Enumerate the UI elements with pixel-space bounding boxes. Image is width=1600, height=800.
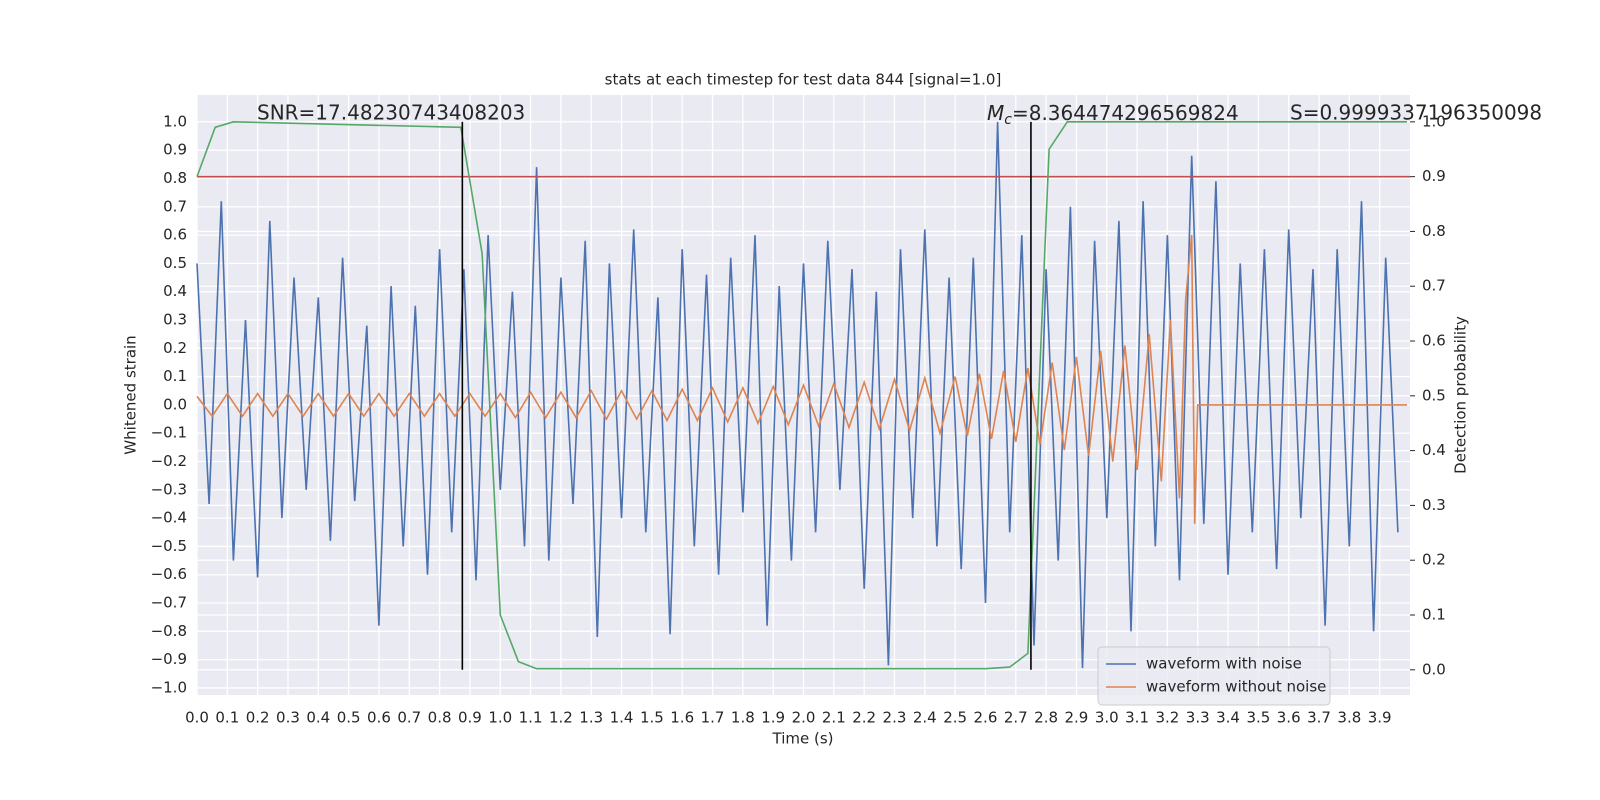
y2-tick-label: 0.8 bbox=[1422, 222, 1446, 240]
y-tick-label: 0.6 bbox=[163, 226, 187, 244]
x-tick-label: 2.0 bbox=[792, 709, 816, 727]
x-tick-label: 1.4 bbox=[610, 709, 634, 727]
y2-tick-label: 0.6 bbox=[1422, 332, 1446, 350]
x-tick-label: 1.9 bbox=[761, 709, 785, 727]
x-tick-label: 0.9 bbox=[458, 709, 482, 727]
x-tick-label: 3.1 bbox=[1125, 709, 1149, 727]
x-axis-label: Time (s) bbox=[772, 730, 834, 748]
x-tick-label: 3.7 bbox=[1307, 709, 1331, 727]
y-tick-label: 0.2 bbox=[163, 339, 187, 357]
y-tick-label: −1.0 bbox=[151, 678, 187, 696]
x-tick-label: 0.2 bbox=[246, 709, 270, 727]
y-tick-label: −0.9 bbox=[151, 650, 187, 668]
x-tick-label: 2.7 bbox=[1004, 709, 1028, 727]
series-line bbox=[196, 121, 1399, 669]
y2-tick-label: 0.4 bbox=[1422, 441, 1446, 459]
x-tick-label: 2.1 bbox=[822, 709, 846, 727]
mc-annotation: Mc=8.364474296569824 bbox=[987, 101, 1239, 129]
x-tick-label: 1.8 bbox=[731, 709, 755, 727]
y2-tick-label: 0.0 bbox=[1422, 660, 1446, 678]
y-tick-label: −0.3 bbox=[151, 480, 187, 498]
x-tick-label: 1.7 bbox=[701, 709, 725, 727]
x-tick-label: 1.2 bbox=[549, 709, 573, 727]
y2-tick-label: 0.2 bbox=[1422, 551, 1446, 569]
x-tick-label: 3.9 bbox=[1368, 709, 1392, 727]
x-tick-label: 1.6 bbox=[670, 709, 694, 727]
y2-axis-label: Detection probability bbox=[1452, 316, 1470, 474]
y-tick-label: 0.9 bbox=[163, 141, 187, 159]
s-annotation: S=0.9999337196350098 bbox=[1290, 101, 1542, 125]
y-tick-label: −0.2 bbox=[151, 452, 187, 470]
x-tick-label: 0.0 bbox=[185, 709, 209, 727]
x-tick-label: 3.8 bbox=[1337, 709, 1361, 727]
series-line bbox=[196, 235, 1407, 524]
x-tick-label: 2.3 bbox=[883, 709, 907, 727]
y-tick-label: 0.8 bbox=[163, 169, 187, 187]
y-tick-label: −0.4 bbox=[151, 509, 187, 527]
y2-tick-label: 0.9 bbox=[1422, 167, 1446, 185]
x-tick-label: 2.8 bbox=[1034, 709, 1058, 727]
labels: 0.0 0.1 0.2 0.3 0.4 0.5 0.6 0.7 0.8 0.9 1.0 1.1 1.2 1… bbox=[151, 112, 1446, 726]
x-tick-label: 2.4 bbox=[913, 709, 937, 727]
snr-annotation: SNR=17.48230743408203 bbox=[257, 101, 525, 125]
x-tick-label: 3.5 bbox=[1246, 709, 1270, 727]
y-tick-label: −0.8 bbox=[151, 622, 187, 640]
x-tick-label: 0.8 bbox=[428, 709, 452, 727]
y-axis-label: Whitened strain bbox=[122, 335, 140, 454]
x-tick-label: 3.2 bbox=[1155, 709, 1179, 727]
chart-title: stats at each timestep for test data 844… bbox=[605, 71, 1002, 89]
x-tick-label: 0.4 bbox=[306, 709, 330, 727]
x-tick-label: 0.3 bbox=[276, 709, 300, 727]
marks bbox=[196, 120, 1410, 670]
y-tick-label: 0.0 bbox=[163, 395, 187, 413]
y-tick-label: 0.1 bbox=[163, 367, 187, 385]
detection-line bbox=[196, 120, 1407, 670]
mc-symbol: M bbox=[987, 101, 1004, 125]
x-tick-label: 0.7 bbox=[397, 709, 421, 727]
x-tick-label: 1.1 bbox=[519, 709, 543, 727]
x-tick-label: 2.9 bbox=[1064, 709, 1088, 727]
mc-value: =8.364474296569824 bbox=[1012, 101, 1239, 125]
mc-subscript: c bbox=[1004, 112, 1012, 128]
y-tick-label: −0.7 bbox=[151, 594, 187, 612]
legend-label: waveform with noise bbox=[1146, 655, 1302, 673]
legend: waveform with noise waveform without nois… bbox=[1097, 646, 1331, 706]
y2-tick-label: 0.1 bbox=[1422, 606, 1446, 624]
x-tick-label: 1.5 bbox=[640, 709, 664, 727]
x-tick-label: 0.6 bbox=[367, 709, 391, 727]
y-tick-label: −0.5 bbox=[151, 537, 187, 555]
y-tick-label: 0.7 bbox=[163, 197, 187, 215]
x-tick-label: 1.3 bbox=[579, 709, 603, 727]
y-tick-label: −0.6 bbox=[151, 565, 187, 583]
y-tick-label: −0.1 bbox=[151, 424, 187, 442]
x-tick-label: 2.2 bbox=[852, 709, 876, 727]
y2-tick-label: 1.0 bbox=[1422, 112, 1446, 130]
y2-tick-label: 0.7 bbox=[1422, 277, 1446, 295]
x-tick-label: 3.6 bbox=[1277, 709, 1301, 727]
x-tick-label: 3.4 bbox=[1216, 709, 1240, 727]
y-tick-label: 0.3 bbox=[163, 311, 187, 329]
y-tick-label: 0.4 bbox=[163, 282, 187, 300]
legend-box bbox=[1097, 646, 1331, 706]
y2-tick-label: 0.3 bbox=[1422, 496, 1446, 514]
legend-label: waveform without noise bbox=[1146, 678, 1326, 696]
x-tick-label: 3.3 bbox=[1186, 709, 1210, 727]
x-tick-label: 0.5 bbox=[337, 709, 361, 727]
x-tick-label: 2.6 bbox=[974, 709, 998, 727]
y-tick-label: 1.0 bbox=[163, 112, 187, 130]
x-tick-label: 2.5 bbox=[943, 709, 967, 727]
x-tick-label: 3.0 bbox=[1095, 709, 1119, 727]
x-tick-label: 1.0 bbox=[488, 709, 512, 727]
y-tick-label: 0.5 bbox=[163, 254, 187, 272]
y2-tick-label: 0.5 bbox=[1422, 386, 1446, 404]
x-tick-label: 0.1 bbox=[215, 709, 239, 727]
